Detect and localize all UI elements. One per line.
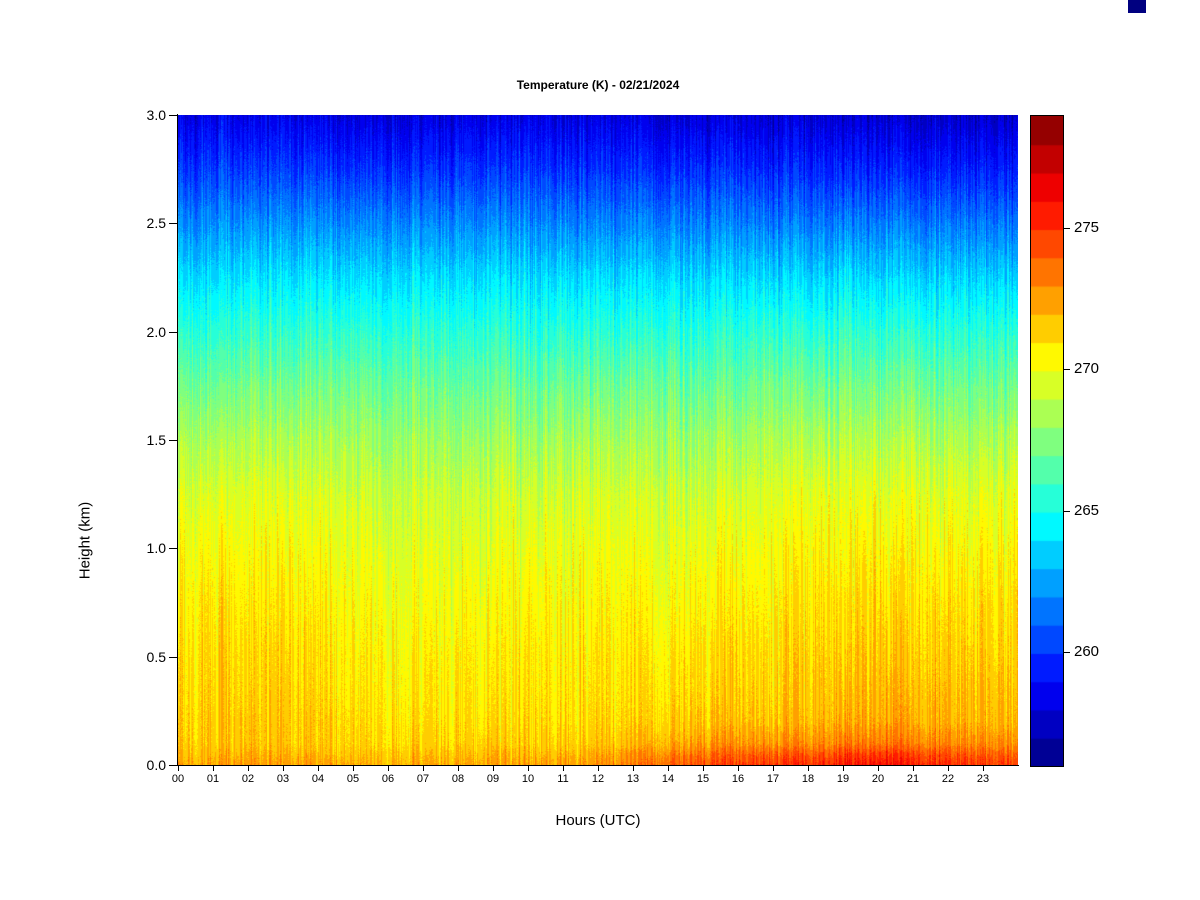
x-tick-mark bbox=[703, 766, 704, 771]
x-tick-label: 05 bbox=[346, 773, 360, 785]
x-tick-label: 19 bbox=[836, 773, 850, 785]
x-tick-mark bbox=[353, 766, 354, 771]
y-tick-mark bbox=[169, 115, 177, 116]
colorbar-tick-label: 265 bbox=[1074, 501, 1100, 519]
x-tick-label: 14 bbox=[661, 773, 675, 785]
x-tick-label: 07 bbox=[416, 773, 430, 785]
x-tick-label: 06 bbox=[381, 773, 395, 785]
x-tick-label: 11 bbox=[557, 773, 569, 785]
y-tick-mark bbox=[169, 223, 177, 225]
x-tick-label: 01 bbox=[206, 773, 220, 785]
colorbar-tick-label: 260 bbox=[1074, 642, 1100, 660]
x-tick-mark bbox=[423, 766, 424, 771]
x-tick-mark bbox=[458, 766, 459, 771]
y-tick-mark bbox=[169, 548, 177, 550]
y-tick-label: 2.5 bbox=[146, 215, 166, 232]
x-tick-mark bbox=[808, 766, 809, 771]
y-tick-label: 3.0 bbox=[146, 107, 166, 123]
y-tick-label: 1.5 bbox=[146, 432, 166, 448]
colorbar-tick-label: 275 bbox=[1074, 219, 1100, 237]
colorbar-tick-mark bbox=[1064, 369, 1070, 371]
colorbar-tick-mark bbox=[1064, 651, 1070, 653]
heatmap-canvas bbox=[178, 115, 1018, 765]
x-axis-label: Hours (UTC) bbox=[555, 812, 641, 829]
x-tick-label: 08 bbox=[451, 773, 465, 785]
y-tick-label: 2.0 bbox=[146, 323, 166, 340]
colorbar-canvas bbox=[1031, 116, 1063, 766]
y-tick-label: 0.5 bbox=[146, 648, 166, 665]
x-tick-mark bbox=[948, 766, 949, 771]
y-tick-mark bbox=[169, 331, 177, 333]
plot-area bbox=[178, 115, 1018, 765]
x-tick-label: 23 bbox=[976, 773, 990, 785]
x-tick-mark bbox=[843, 766, 844, 771]
x-tick-label: 18 bbox=[801, 773, 815, 785]
x-tick-label: 21 bbox=[906, 773, 920, 785]
x-tick-label: 15 bbox=[696, 773, 710, 785]
colorbar-tick-mark bbox=[1064, 510, 1070, 512]
x-tick-label: 22 bbox=[941, 773, 955, 785]
x-tick-mark bbox=[913, 766, 914, 771]
x-tick-mark bbox=[248, 766, 249, 771]
x-tick-mark bbox=[563, 766, 564, 771]
x-tick-mark bbox=[178, 766, 179, 771]
chart-title: Temperature (K) - 02/21/2024 bbox=[516, 78, 680, 92]
x-tick-label: 02 bbox=[241, 773, 255, 785]
x-tick-mark bbox=[598, 766, 599, 771]
x-tick-mark bbox=[528, 766, 529, 771]
x-tick-label: 04 bbox=[311, 773, 325, 785]
corner-mark bbox=[1128, 0, 1146, 13]
y-tick-mark bbox=[169, 656, 177, 658]
y-tick-mark bbox=[169, 440, 177, 441]
x-tick-mark bbox=[633, 766, 634, 771]
x-tick-label: 17 bbox=[766, 773, 780, 785]
colorbar-tick-label: 270 bbox=[1074, 360, 1100, 378]
x-tick-mark bbox=[738, 766, 739, 771]
x-tick-mark bbox=[773, 766, 774, 771]
x-tick-mark bbox=[318, 766, 319, 771]
x-tick-mark bbox=[878, 766, 879, 771]
y-tick-label: 1.0 bbox=[146, 540, 166, 557]
x-tick-label: 12 bbox=[591, 773, 605, 785]
x-tick-mark bbox=[983, 766, 984, 771]
x-tick-label: 13 bbox=[626, 773, 640, 785]
x-tick-mark bbox=[283, 766, 284, 771]
x-tick-label: 00 bbox=[171, 773, 185, 785]
colorbar bbox=[1030, 115, 1064, 767]
y-tick-label: 0.0 bbox=[146, 757, 166, 773]
y-tick-mark bbox=[169, 765, 177, 766]
x-tick-label: 10 bbox=[521, 773, 535, 785]
x-tick-label: 16 bbox=[731, 773, 745, 785]
x-tick-label: 09 bbox=[486, 773, 500, 785]
colorbar-tick-mark bbox=[1064, 228, 1070, 230]
x-tick-mark bbox=[668, 766, 669, 771]
x-tick-mark bbox=[493, 766, 494, 771]
x-tick-label: 20 bbox=[871, 773, 885, 785]
y-axis-label: Height (km) bbox=[76, 501, 94, 580]
x-tick-mark bbox=[213, 766, 214, 771]
x-tick-mark bbox=[388, 766, 389, 771]
x-tick-label: 03 bbox=[276, 773, 290, 785]
